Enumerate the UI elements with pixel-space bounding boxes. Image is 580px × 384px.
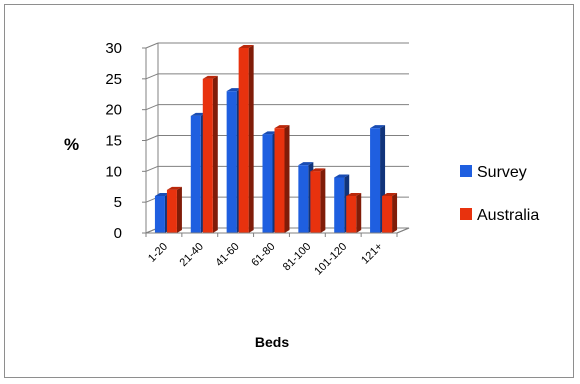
bars [154,45,398,234]
bar-front [190,115,201,233]
axes [142,47,410,237]
x-axis-title: Beds [255,334,289,350]
gridline-side [145,104,159,111]
y-tick-label: 20 [105,102,122,119]
bar-top [346,193,362,196]
legend-label-australia: Australia [477,207,539,224]
y-tick-label: 25 [105,71,122,88]
bar-top [226,88,242,92]
bar-front [346,196,357,233]
y-tick-label: 30 [105,40,122,57]
bar-top [382,193,398,196]
legend: Survey Australia [460,164,539,224]
bar-australia-101-120 [346,193,362,233]
bar-front [166,189,177,233]
legend-label-survey: Survey [477,164,527,181]
bar-top [298,162,314,166]
x-tick-label: 101-120 [312,241,349,278]
gridline-side [145,135,159,141]
y-tick-label: 10 [105,163,122,180]
bar-front [154,196,165,233]
bar-side [176,186,182,233]
bar-top [370,125,386,129]
x-tick-label: 121+ [359,241,385,267]
bar-front [202,78,213,233]
bar-australia-41-60 [238,45,254,233]
bar-top [166,186,182,190]
bar-australia-61-80 [274,125,290,233]
x-tick-label: 61-80 [249,241,277,269]
bar-australia-1-20 [166,186,182,233]
bar-side [320,168,326,233]
x-tick-label: 41-60 [213,241,241,269]
bar-top [238,45,254,48]
gridline-side [145,165,159,172]
floor-right-edge [396,227,410,234]
bar-front [298,165,309,233]
bar-top [334,174,350,178]
legend-swatch-survey [460,165,472,177]
bar-top [310,168,326,172]
bar-top [274,125,290,129]
y-axis-title: % [64,135,79,154]
gridline-side [145,42,159,49]
bar-side [212,75,218,233]
bar-front [382,196,393,233]
y-tick-label: 0 [114,225,122,242]
bar-top [262,131,278,135]
gridline-side [145,73,159,80]
legend-swatch-australia [460,208,472,220]
y-tick-labels: 0 5 10 15 20 25 30 [105,40,122,242]
bar-side [248,45,254,233]
x-tick-label: 81-100 [281,241,314,274]
y-tick-label: 5 [114,194,122,211]
bar-front [226,91,237,234]
bar-front [274,128,285,233]
bar-front [310,171,321,233]
bar-australia-21-40 [202,75,218,233]
bar-front [370,128,381,233]
bar-side [392,193,398,233]
x-tick-label: 1-20 [146,241,170,265]
bar-front [238,48,249,233]
bar-top [154,193,170,196]
bar-front [334,177,345,233]
bar-top [190,112,206,116]
bar-side [356,193,362,233]
x-tick-label: 21-40 [178,241,206,269]
bar-side [284,125,290,233]
bar-australia-121+ [382,193,398,233]
bar-australia-81-100 [310,168,326,233]
y-tick-label: 15 [105,133,122,150]
bar-top [202,75,218,79]
bar-front [262,134,273,233]
